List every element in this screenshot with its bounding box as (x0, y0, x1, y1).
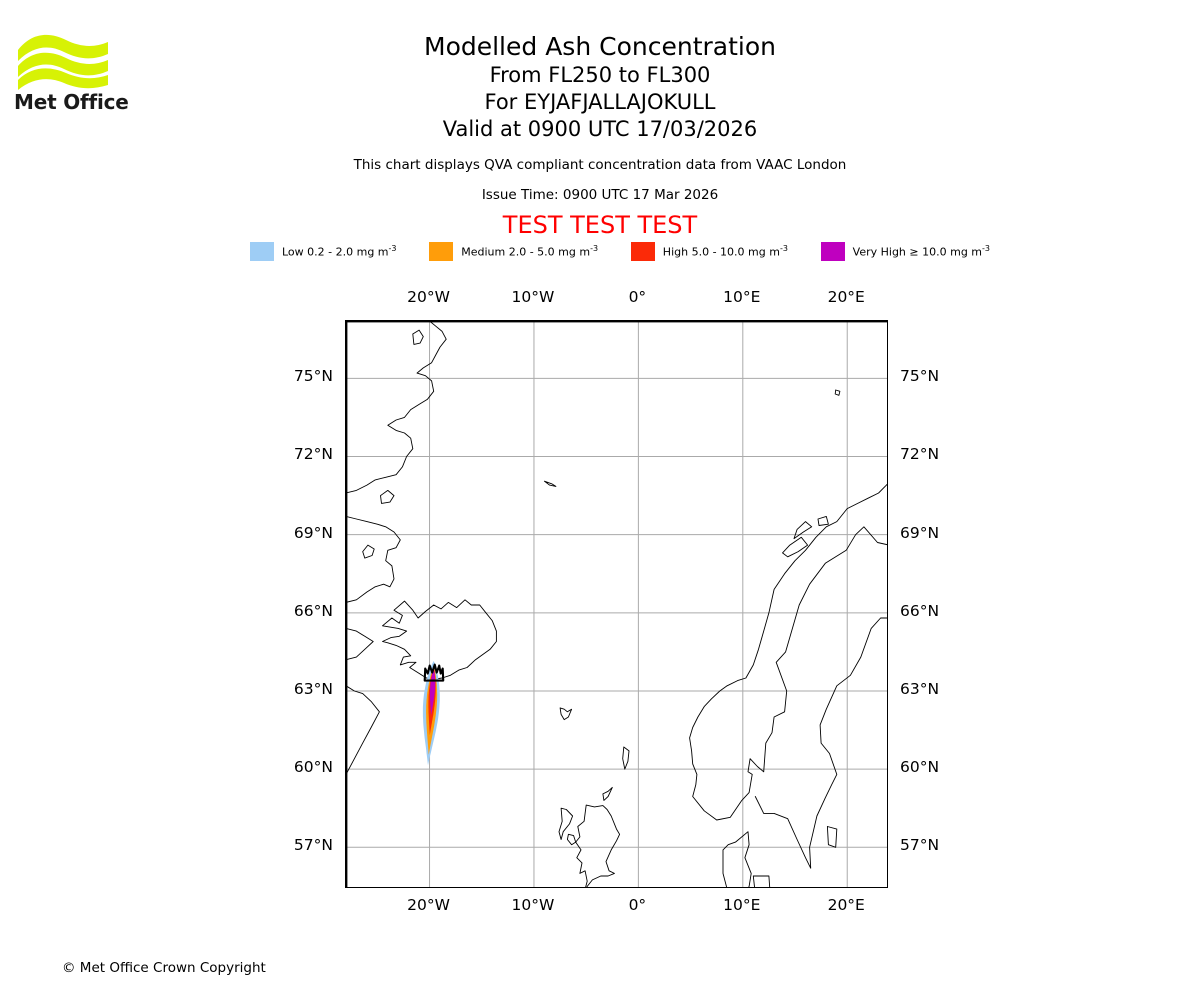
coastline-jan-mayen (543, 480, 557, 487)
lat-label-left: 75°N (293, 367, 333, 386)
concentration-legend: Low 0.2 - 2.0 mg m-3 Medium 2.0 - 5.0 mg… (250, 240, 990, 262)
coastline-denmark (722, 831, 752, 887)
coastline-gotland (826, 826, 838, 848)
map-panel: 20°W 20°W 10°W 10°W 0° 0° 10°E 10°E 20°E 20°E 57°N… (294, 288, 939, 914)
map-coastlines (346, 321, 887, 887)
lon-label-top: 20°E (827, 288, 865, 306)
legend-swatch-high (630, 241, 655, 261)
map-canvas (346, 321, 887, 887)
lat-label-right: 75°N (900, 367, 940, 386)
qva-note: This chart displays QVA compliant concen… (353, 157, 847, 173)
lon-label-top: 10°E (723, 288, 761, 306)
coastline-greenland-isl3 (362, 544, 375, 559)
coastline-scotland (575, 804, 621, 887)
coastline-shetland (622, 746, 630, 770)
met-office-logo: Met Office (14, 28, 134, 118)
lon-label-top: 20°W (407, 288, 450, 306)
legend-item-very-high: Very High ≥ 10.0 mg m-3 (820, 241, 990, 261)
lon-label-bottom: 10°W (511, 896, 555, 914)
lat-label-right: 60°N (900, 758, 940, 777)
legend-swatch-very-high (820, 241, 845, 261)
coastline-skye (566, 833, 577, 846)
coastline-denmark-isl (752, 875, 771, 887)
map-frame (345, 320, 888, 888)
coastline-faroe (559, 707, 573, 721)
map-gridlines (346, 321, 887, 887)
lat-label-left: 72°N (293, 445, 333, 464)
volcano-name-line: For EYJAFJALLAJOKULL (484, 90, 716, 114)
met-office-waves-icon (18, 34, 108, 90)
coastline-greenland (346, 321, 447, 775)
lat-label-left: 60°N (293, 758, 333, 777)
legend-label-high: High 5.0 - 10.0 mg m-3 (662, 244, 788, 259)
coastline-bear-island (834, 389, 841, 396)
test-banner: TEST TEST TEST (502, 211, 698, 239)
flight-level-line: From FL250 to FL300 (489, 63, 711, 87)
legend-swatch-medium (429, 241, 454, 261)
lon-label-bottom: 20°W (407, 896, 450, 914)
legend-label-very-high: Very High ≥ 10.0 mg m-3 (852, 244, 990, 259)
map-border (346, 321, 887, 887)
volcano-symbol (423, 663, 445, 682)
legend-item-low: Low 0.2 - 2.0 mg m-3 (250, 241, 397, 261)
lat-label-right: 66°N (900, 601, 940, 620)
lon-label-bottom: 0° (628, 896, 647, 914)
legend-swatch-low (250, 241, 274, 261)
lon-label-bottom: 10°E (723, 896, 761, 914)
lat-label-left: 57°N (293, 836, 333, 855)
page-title: Modelled Ash Concentration (424, 32, 776, 61)
lat-label-right: 63°N (900, 679, 940, 698)
legend-item-medium: Medium 2.0 - 5.0 mg m-3 (429, 241, 599, 261)
coastline-sweden (754, 617, 887, 869)
coastline-iceland (382, 599, 497, 680)
volcano-marker (423, 663, 445, 682)
coastline-vesteralen (793, 521, 813, 540)
valid-time-line: Valid at 0900 UTC 17/03/2026 (442, 117, 758, 141)
lat-label-right: 72°N (900, 445, 940, 464)
met-office-wordmark: Met Office (14, 90, 129, 114)
coastline-greenland-isl2 (380, 489, 395, 504)
coastline-hebrides (558, 807, 574, 840)
lat-label-left: 63°N (293, 679, 333, 698)
copyright-notice: © Met Office Crown Copyright (62, 960, 266, 976)
chart-header: Modelled Ash Concentration From FL250 to… (0, 0, 1200, 239)
legend-item-high: High 5.0 - 10.0 mg m-3 (630, 241, 788, 261)
issue-time: Issue Time: 0900 UTC 17 Mar 2026 (481, 187, 719, 203)
coastline-lofoten (782, 536, 809, 558)
lon-label-top: 0° (628, 288, 647, 306)
lat-label-right: 57°N (900, 836, 940, 855)
coastline-orkney (602, 786, 613, 801)
lat-label-right: 69°N (900, 523, 940, 542)
lon-label-bottom: 20°E (827, 896, 865, 914)
legend-label-low: Low 0.2 - 2.0 mg m-3 (282, 244, 397, 259)
coastline-norway (689, 483, 887, 821)
coastline-greenland-isl1 (412, 329, 424, 345)
lat-label-left: 69°N (293, 523, 333, 542)
lon-label-top: 10°W (511, 288, 555, 306)
legend-label-medium: Medium 2.0 - 5.0 mg m-3 (461, 244, 599, 259)
lat-label-left: 66°N (293, 601, 333, 620)
coastline-senja (817, 515, 829, 526)
